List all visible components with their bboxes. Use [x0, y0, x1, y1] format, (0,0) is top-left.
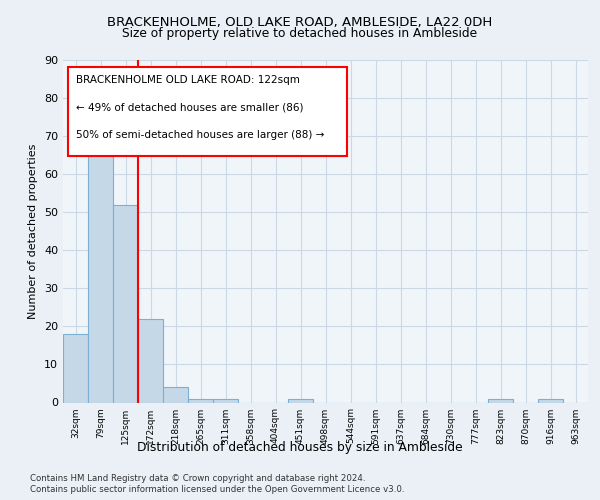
Bar — [163, 388, 188, 402]
Text: Distribution of detached houses by size in Ambleside: Distribution of detached houses by size … — [137, 441, 463, 454]
Text: ← 49% of detached houses are smaller (86): ← 49% of detached houses are smaller (86… — [76, 103, 304, 113]
Bar — [113, 204, 138, 402]
Bar — [288, 398, 313, 402]
Text: Size of property relative to detached houses in Ambleside: Size of property relative to detached ho… — [122, 26, 478, 40]
Y-axis label: Number of detached properties: Number of detached properties — [28, 144, 38, 319]
Bar — [488, 398, 513, 402]
Text: BRACKENHOLME OLD LAKE ROAD: 122sqm: BRACKENHOLME OLD LAKE ROAD: 122sqm — [76, 76, 300, 86]
Bar — [63, 334, 88, 402]
FancyBboxPatch shape — [68, 67, 347, 156]
Bar — [538, 398, 563, 402]
Text: Contains public sector information licensed under the Open Government Licence v3: Contains public sector information licen… — [30, 485, 404, 494]
Text: 50% of semi-detached houses are larger (88) →: 50% of semi-detached houses are larger (… — [76, 130, 325, 140]
Bar — [138, 319, 163, 402]
Text: Contains HM Land Registry data © Crown copyright and database right 2024.: Contains HM Land Registry data © Crown c… — [30, 474, 365, 483]
Bar — [188, 398, 213, 402]
Bar — [88, 117, 113, 403]
Text: BRACKENHOLME, OLD LAKE ROAD, AMBLESIDE, LA22 0DH: BRACKENHOLME, OLD LAKE ROAD, AMBLESIDE, … — [107, 16, 493, 29]
Bar — [213, 398, 238, 402]
